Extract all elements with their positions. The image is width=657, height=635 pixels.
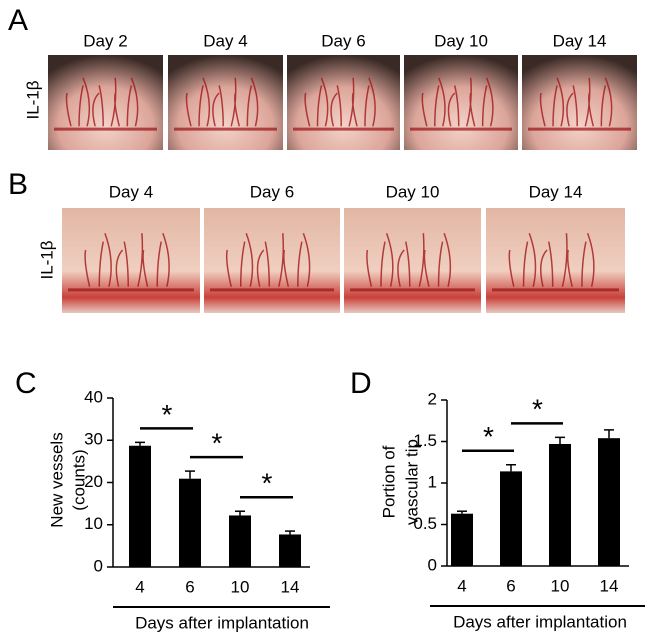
photo (522, 55, 637, 150)
y-tick-label: 0 (428, 555, 437, 574)
bar (500, 471, 522, 566)
row-label: IL-1β (37, 240, 56, 279)
y-tick-label: 10 (84, 514, 103, 533)
photo (404, 55, 518, 150)
day-label: Day 10 (434, 31, 488, 50)
day-label: Day 14 (529, 182, 583, 201)
y-tick-label: 1 (428, 472, 437, 491)
panel-letter: A (8, 4, 28, 37)
photo (62, 208, 200, 313)
y-axis-label: (counts) (69, 449, 88, 510)
vessels (225, 232, 311, 287)
day-label: Day 6 (250, 182, 294, 201)
day-label: Day 2 (83, 31, 127, 50)
day-label: Day 6 (321, 31, 365, 50)
day-label: Day 4 (109, 182, 153, 201)
panel-letter: B (8, 168, 28, 201)
y-tick-label: 0.5 (413, 514, 437, 533)
y-tick-label: 2 (428, 389, 437, 408)
x-tick-label: 6 (506, 576, 515, 595)
y-tick-label: 20 (84, 472, 103, 491)
y-axis-label: New vessels (47, 432, 66, 527)
y-tick-label: 0 (94, 556, 103, 575)
bar (279, 534, 301, 567)
vessels (185, 77, 259, 127)
photo (168, 55, 283, 150)
bar (451, 513, 473, 566)
day-label: Day 14 (553, 31, 607, 50)
photo (344, 208, 481, 313)
significance-star: * (532, 394, 543, 425)
vessels (421, 77, 494, 127)
bar (129, 445, 151, 567)
bar (549, 443, 571, 566)
y-tick-label: 30 (84, 430, 103, 449)
significance-star: * (212, 427, 223, 458)
photo (287, 55, 400, 150)
x-tick-label: 4 (135, 577, 144, 596)
x-tick-label: 10 (551, 576, 570, 595)
row-label: IL-1β (23, 80, 42, 119)
y-axis-label: Portion of (379, 445, 398, 518)
day-label: Day 10 (386, 182, 440, 201)
significance-star: * (262, 468, 273, 499)
photo (486, 208, 625, 313)
photo (204, 208, 340, 313)
vessels (508, 232, 595, 287)
vessels (84, 232, 170, 287)
y-tick-label: 40 (84, 387, 103, 406)
y-tick-label: 1.5 (413, 431, 437, 450)
vessels (539, 77, 613, 127)
x-tick-label: 10 (231, 577, 250, 596)
bar (598, 438, 620, 566)
x-tick-label: 4 (457, 576, 466, 595)
x-axis-label: Days after implantation (453, 612, 627, 631)
significance-star: * (162, 399, 173, 430)
bar (229, 515, 251, 567)
significance-star: * (483, 421, 494, 452)
x-tick-label: 6 (185, 577, 194, 596)
bar (179, 478, 201, 567)
y-axis-label: vascular tip (402, 439, 421, 525)
x-tick-label: 14 (281, 577, 300, 596)
vessels (304, 77, 376, 127)
panel-letter: D (350, 367, 372, 400)
vessels (366, 232, 452, 287)
x-tick-label: 14 (600, 576, 619, 595)
day-label: Day 4 (203, 31, 247, 50)
vessels (65, 77, 139, 127)
panel-letter: C (15, 367, 37, 400)
x-axis-label: Days after implantation (135, 613, 309, 632)
photo (48, 55, 163, 150)
